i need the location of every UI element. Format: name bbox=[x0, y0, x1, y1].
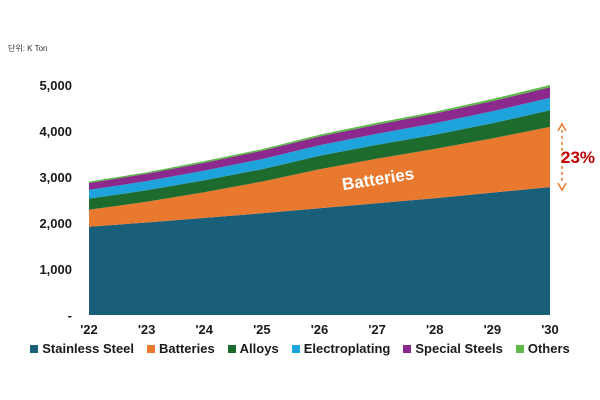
x-tick-label: '26 bbox=[311, 322, 329, 337]
x-tick-label: '29 bbox=[484, 322, 502, 337]
y-tick-label: 5,000 bbox=[39, 78, 72, 93]
legend-label: Alloys bbox=[239, 341, 279, 356]
y-tick-label: 4,000 bbox=[39, 124, 72, 139]
legend-item: Stainless Steel bbox=[30, 341, 134, 356]
x-tick-label: '24 bbox=[195, 322, 213, 337]
legend-label: Batteries bbox=[159, 341, 215, 356]
legend-swatch bbox=[515, 344, 524, 353]
y-tick-label: 2,000 bbox=[39, 216, 72, 231]
y-tick-label: - bbox=[68, 308, 72, 323]
x-tick-label: '22 bbox=[80, 322, 98, 337]
legend-swatch bbox=[147, 344, 156, 353]
legend-item: Electroplating bbox=[291, 341, 391, 356]
legend-swatch bbox=[227, 344, 236, 353]
growth-arrow-head-bottom bbox=[557, 182, 567, 192]
legend-label: Electroplating bbox=[303, 341, 391, 356]
area-alloys bbox=[89, 110, 550, 210]
x-tick-label: '28 bbox=[426, 322, 444, 337]
unit-label: 단위: K Ton bbox=[8, 44, 48, 53]
area-special-steels bbox=[89, 87, 550, 190]
growth-arrow-head-top bbox=[557, 122, 567, 132]
legend-label: Others bbox=[527, 341, 570, 356]
legend-item: Alloys bbox=[227, 341, 279, 356]
y-tick-label: 3,000 bbox=[39, 170, 72, 185]
growth-label: 23% bbox=[561, 148, 595, 167]
area-batteries bbox=[89, 126, 550, 227]
x-tick-label: '25 bbox=[253, 322, 271, 337]
legend-swatch bbox=[30, 344, 39, 353]
legend-swatch bbox=[403, 344, 412, 353]
area-stainless-steel bbox=[89, 187, 550, 315]
legend-label: Stainless Steel bbox=[42, 341, 135, 356]
legend: Stainless Steel Batteries Alloys Electropla… bbox=[0, 341, 600, 356]
legend-label: Special Steels bbox=[415, 341, 503, 356]
legend-item: Special Steels bbox=[403, 341, 503, 356]
x-tick-label: '27 bbox=[368, 322, 386, 337]
legend-item: Others bbox=[515, 341, 570, 356]
y-tick-label: 1,000 bbox=[39, 262, 72, 277]
x-tick-label: '30 bbox=[541, 322, 559, 337]
area-electroplating bbox=[89, 97, 550, 199]
x-tick-label: '23 bbox=[138, 322, 156, 337]
legend-swatch bbox=[291, 344, 300, 353]
legend-item: Batteries bbox=[147, 341, 215, 356]
